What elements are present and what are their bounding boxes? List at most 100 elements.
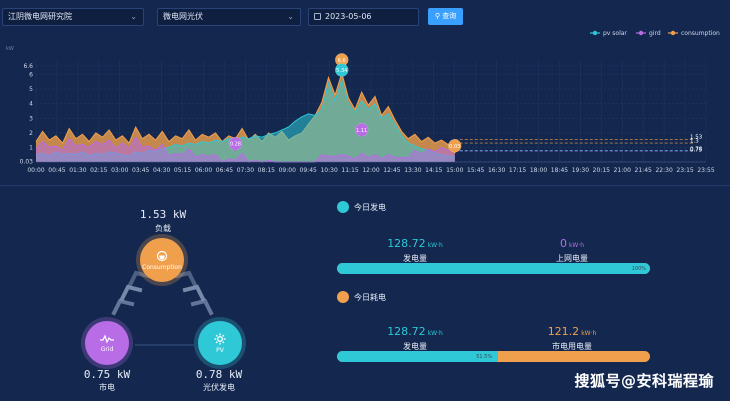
site-select[interactable]: 微电网光伏 ⌄ xyxy=(157,8,301,26)
consumption-grid-value: 121.2 xyxy=(547,325,580,338)
x-tick-label: 03:45 xyxy=(132,167,149,174)
reference-label: 1.53 xyxy=(690,135,703,141)
data-marker-pin: 0.28 xyxy=(228,136,243,152)
reference-label: 0.78 xyxy=(690,147,703,153)
pv-flow-chevrons xyxy=(174,270,214,316)
consumption-progress-bar: 51.5% xyxy=(337,351,650,362)
consumption-grid-label: 市电用电量 xyxy=(552,342,592,351)
generation-produced-unit: kW·h xyxy=(427,242,443,249)
marker-tail xyxy=(358,133,365,138)
x-tick-label: 01:30 xyxy=(69,167,86,174)
series-line-gird xyxy=(35,136,455,163)
date-picker[interactable]: 2023-05-06 xyxy=(308,8,419,26)
solar-icon xyxy=(337,201,349,213)
x-tick-label: 19:30 xyxy=(572,167,589,174)
toolbar: 江阴微电网研究院 ⌄ 微电网光伏 ⌄ 2023-05-06 ⚲ 查询 xyxy=(0,0,730,34)
x-tick-label: 02:15 xyxy=(90,167,107,174)
generation-export-unit: kW·h xyxy=(568,242,585,249)
generation-export-value: 0 xyxy=(559,237,567,250)
generation-produced-metric: 128.72 kW·h 发电量 xyxy=(355,232,475,264)
pv-power-value: 0.78 kW xyxy=(195,368,243,381)
x-tick-label: 14:15 xyxy=(425,167,442,174)
x-tick-label: 08:15 xyxy=(258,167,275,174)
marker-label: 1.11 xyxy=(356,128,367,134)
legend-item[interactable]: consumption xyxy=(668,30,720,37)
marker-label: 6.6 xyxy=(338,58,346,64)
generation-title-text: 今日发电 xyxy=(354,202,386,212)
query-button[interactable]: ⚲ 查询 xyxy=(428,8,463,25)
legend-swatch-dot xyxy=(592,30,598,36)
grid-flow-chevrons xyxy=(111,270,151,316)
x-tick-label: 13:30 xyxy=(404,167,421,174)
x-tick-label: 23:15 xyxy=(676,167,693,174)
power-line-chart[interactable]: pv solar gird consumption kW 1.531.3 0.78 0.… xyxy=(0,26,730,178)
marker-tail xyxy=(338,74,345,79)
organization-select-value: 江阴微电网研究院 xyxy=(8,12,72,21)
consumption-grid-unit: kW·h xyxy=(581,330,597,337)
data-marker-pin: 1.11 xyxy=(354,123,369,138)
marker-tail xyxy=(232,147,239,152)
x-tick-label: 03:00 xyxy=(111,167,128,174)
consumption-progress-text: 51.5% xyxy=(476,354,493,360)
waveform-icon xyxy=(100,333,114,344)
chevron-down-icon: ⌄ xyxy=(130,12,137,21)
query-button-label: 查询 xyxy=(442,12,457,20)
site-select-value: 微电网光伏 xyxy=(163,12,203,21)
legend-swatch-dot xyxy=(638,30,644,36)
grid-power-value: 0.75 kW xyxy=(83,368,131,381)
consumption-progress-fill xyxy=(337,351,499,362)
x-tick-label: 07:30 xyxy=(237,167,254,174)
y-tick-label: 6 xyxy=(29,72,33,79)
consumption-node[interactable]: Consumption xyxy=(140,238,184,282)
consumption-produced-unit: kW·h xyxy=(427,330,443,337)
organization-select[interactable]: 江阴微电网研究院 ⌄ xyxy=(2,8,144,26)
x-tick-label: 21:00 xyxy=(614,167,631,174)
chart-legend[interactable]: pv solar gird consumption xyxy=(590,30,720,37)
data-marker-pin: 5.34 xyxy=(335,63,349,79)
calendar-icon xyxy=(314,13,321,20)
legend-swatch-dot xyxy=(670,30,676,36)
sun-gear-icon xyxy=(214,333,226,344)
marker-label: 0.28 xyxy=(230,142,241,148)
x-tick-label: 15:00 xyxy=(446,167,463,174)
marker-tail xyxy=(451,149,458,154)
x-tick-label: 00:45 xyxy=(48,167,65,174)
y-tick-label: 5 xyxy=(29,86,33,93)
y-axis-label: kW xyxy=(6,46,14,52)
x-tick-label: 05:15 xyxy=(174,167,191,174)
watermark-text: 搜狐号@安科瑞程瑜 xyxy=(574,372,714,390)
y-tick-label: 0.03 xyxy=(20,159,34,166)
x-tick-label: 11:15 xyxy=(341,167,358,174)
legend-item[interactable]: gird xyxy=(636,30,661,37)
legend-label: pv solar xyxy=(603,30,627,37)
x-tick-label: 06:45 xyxy=(216,167,233,174)
x-tick-label: 06:00 xyxy=(195,167,212,174)
x-tick-label: 09:45 xyxy=(300,167,317,174)
legend-item[interactable]: pv solar xyxy=(590,30,627,37)
consumption-grid-metric: 121.2 kW·h 市电用电量 xyxy=(512,320,632,352)
consumption-node-label: Consumption xyxy=(142,263,182,271)
consumption-produced-metric: 128.72 kW·h 发电量 xyxy=(355,320,475,352)
legend-label: gird xyxy=(649,30,661,37)
x-tick-label: 12:45 xyxy=(383,167,400,174)
load-label: 负载 xyxy=(155,224,171,233)
chevron-down-icon: ⌄ xyxy=(287,12,294,21)
grid-node[interactable]: Grid xyxy=(85,321,129,365)
x-tick-label: 18:00 xyxy=(530,167,547,174)
section-divider xyxy=(0,185,730,186)
x-tick-label: 18:45 xyxy=(551,167,568,174)
x-tick-label: 21:45 xyxy=(635,167,652,174)
plug-icon xyxy=(156,250,168,261)
x-tick-label: 04:30 xyxy=(153,167,170,174)
marker-label: 0.03 xyxy=(449,144,460,150)
x-tick-label: 12:00 xyxy=(362,167,379,174)
marker-label: 5.34 xyxy=(336,68,347,74)
y-tick-label: 1 xyxy=(29,144,33,151)
legend-label: consumption xyxy=(681,30,720,37)
generation-produced-value: 128.72 xyxy=(387,237,426,250)
y-tick-label: 6.6 xyxy=(23,63,33,70)
reference-label: 1.3 xyxy=(690,139,699,145)
pv-node[interactable]: PV xyxy=(198,321,242,365)
data-marker-pin: 0.03 xyxy=(448,139,462,154)
x-tick-label: 22:30 xyxy=(655,167,672,174)
